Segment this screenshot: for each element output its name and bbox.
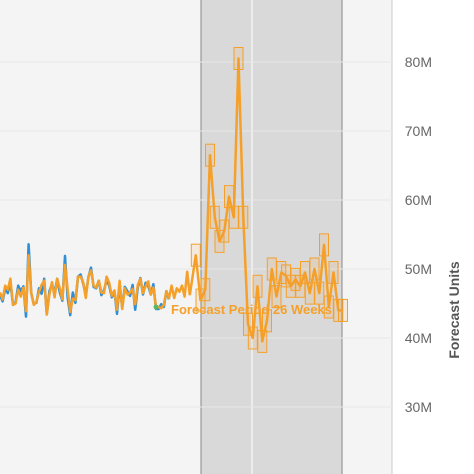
forecast-interval-marker: [328, 261, 339, 284]
forecast-interval-marker: [200, 278, 211, 302]
y-axis-title: Forecast Units: [446, 261, 462, 358]
forecast-interval-marker: [309, 257, 320, 281]
forecast-interval-marker: [257, 329, 268, 353]
forecast-interval-marker: [314, 281, 325, 305]
forecast-interval-marker: [300, 261, 310, 284]
forecast-interval-marker: [266, 257, 277, 281]
y-tick-label: 40M: [405, 330, 432, 346]
forecast-interval-marker: [238, 205, 249, 229]
forecast-interval-marker: [271, 285, 282, 309]
forecast-interval-marker: [205, 143, 215, 167]
forecast-interval-marker: [219, 219, 230, 243]
forecast-interval-marker: [319, 233, 329, 257]
forecast-interval-marker: [247, 326, 258, 350]
forecast-interval-marker: [304, 281, 315, 305]
forecast-series-line: [188, 57, 343, 343]
forecast-interval-marker: [209, 205, 220, 229]
y-tick-labels: 30M 40M 50M 60M 70M 80M: [405, 54, 432, 415]
forecast-interval-marker: [190, 243, 201, 267]
forecast-annotation: Forecast Period 26 Weeks: [171, 302, 332, 317]
forecast-interval-marker: [228, 205, 239, 229]
y-tick-label: 70M: [405, 123, 432, 139]
series-layer: [0, 47, 348, 353]
forecast-interval-marker: [224, 185, 234, 209]
y-tick-label: 50M: [405, 261, 432, 277]
highlight-point: [153, 304, 159, 310]
forecast-interval-marker: [262, 309, 272, 333]
y-tick-label: 30M: [405, 399, 432, 415]
forecast-interval-marker: [338, 298, 348, 322]
forecast-interval-marker: [252, 274, 263, 298]
forecast-interval-marker: [233, 47, 244, 70]
y-tick-label: 80M: [405, 54, 432, 70]
y-tick-label: 60M: [405, 192, 432, 208]
